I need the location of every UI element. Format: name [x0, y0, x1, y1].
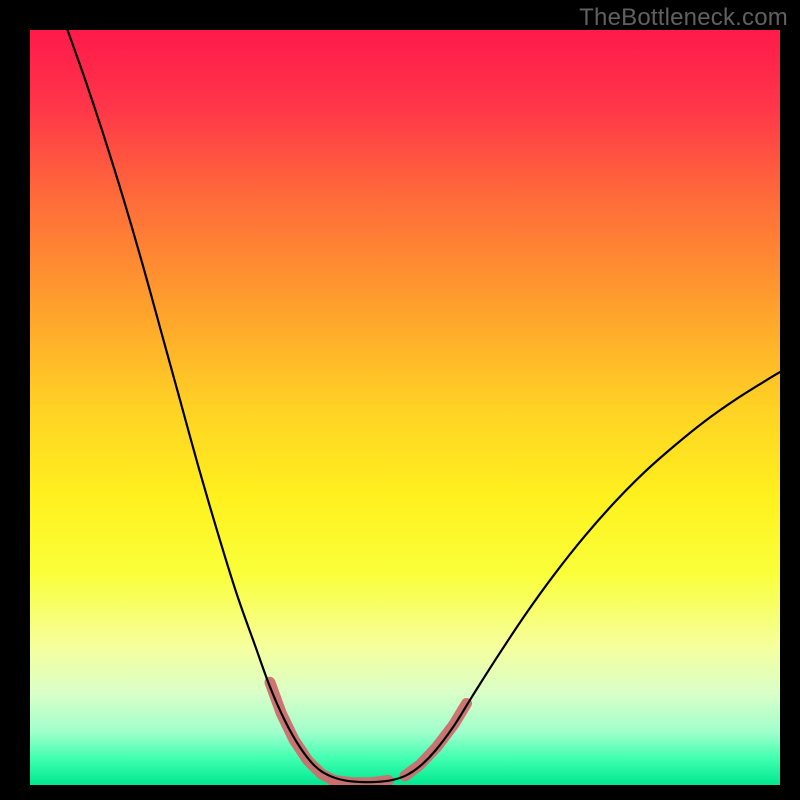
bottleneck-curve [68, 30, 781, 782]
chart-plot-area [30, 30, 780, 785]
watermark-text: TheBottleneck.com [579, 4, 788, 32]
curve-svg-layer [30, 30, 780, 785]
marker-segment [270, 682, 334, 780]
marker-segment [405, 703, 467, 775]
